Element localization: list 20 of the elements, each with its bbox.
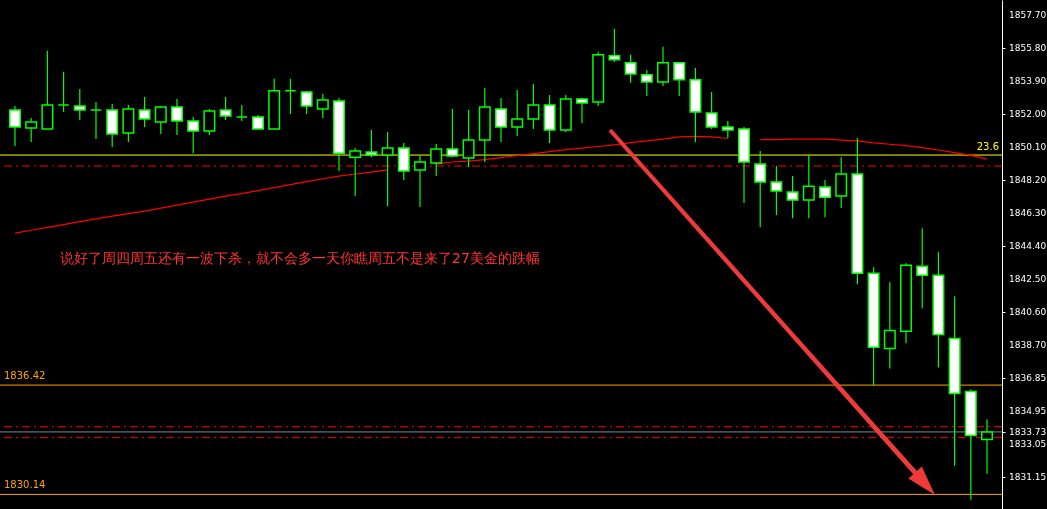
- ref-line-label: 1830.14: [4, 479, 46, 491]
- y-tick-label: 1846.30: [1009, 208, 1047, 219]
- y-tick-label: 1833.05: [1009, 438, 1047, 449]
- y-tick-label: 1842.50: [1009, 274, 1047, 285]
- y-tick-label: 1831.15: [1009, 471, 1047, 482]
- y-tick-label: 1852.00: [1009, 108, 1047, 119]
- y-tick-label: 1833.73: [1009, 426, 1047, 437]
- y-tick-label: 1857.70: [1009, 9, 1047, 20]
- ref-line-label: 1836.42: [4, 370, 46, 382]
- y-tick-label: 1855.80: [1009, 42, 1047, 53]
- y-tick-label: 1840.60: [1009, 307, 1047, 318]
- annotation: 说好了周四周五还有一波下杀，就不会多一天你瞧周五不是来了27美金的跌幅: [60, 250, 540, 266]
- y-tick-label: 1853.90: [1009, 75, 1047, 86]
- y-tick-label: 1844.40: [1009, 241, 1047, 252]
- y-tick-label: 1834.95: [1009, 405, 1047, 416]
- annotation: 23.6: [976, 141, 999, 153]
- y-tick-label: 1848.20: [1009, 175, 1047, 186]
- y-tick-label: 1836.85: [1009, 372, 1047, 383]
- y-tick-label: 1838.70: [1009, 340, 1047, 351]
- y-tick-label: 1850.10: [1009, 142, 1047, 153]
